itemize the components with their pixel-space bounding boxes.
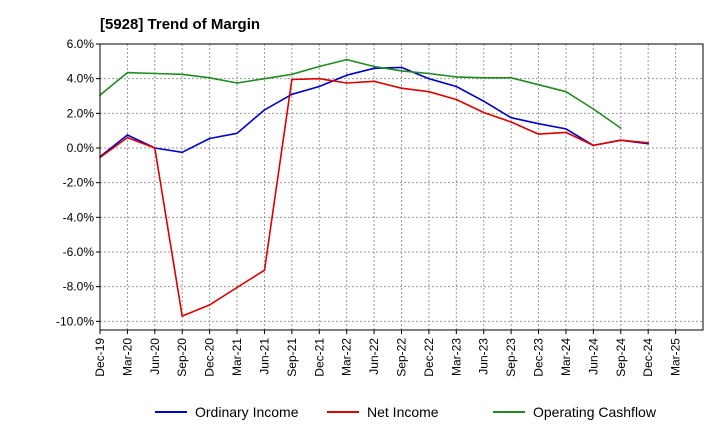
x-tick-label: Dec-21	[312, 338, 326, 377]
x-tick-label: Jun-20	[148, 338, 162, 375]
data-point-operating-cashflow	[565, 90, 567, 93]
series-line-operating-cashflow	[99, 58, 622, 129]
y-tick-label: 0.0%	[67, 141, 95, 155]
data-point-ordinary-income	[400, 66, 403, 69]
x-tick-label: Mar-23	[449, 338, 463, 376]
data-point-operating-cashflow	[291, 73, 293, 76]
data-point-net-income	[400, 87, 403, 89]
data-point-ordinary-income	[537, 122, 540, 125]
legend-label-net-income: Net Income	[367, 404, 439, 420]
x-tick-label: Sep-21	[285, 338, 299, 377]
data-point-net-income	[126, 136, 129, 139]
x-tick-label: Dec-24	[641, 338, 655, 377]
x-tick-label: Mar-22	[340, 338, 354, 376]
data-point-operating-cashflow	[482, 77, 485, 79]
series-lines	[99, 58, 649, 317]
data-point-net-income	[482, 111, 485, 114]
x-tick-label: Dec-22	[422, 338, 436, 377]
data-point-operating-cashflow	[373, 65, 375, 68]
data-point-ordinary-income	[565, 128, 567, 130]
x-tick-label: Dec-20	[203, 338, 217, 377]
data-point-ordinary-income	[126, 134, 129, 136]
data-point-net-income	[619, 139, 622, 141]
legend-label-operating-cashflow: Operating Cashflow	[533, 404, 657, 420]
x-tick-label: Sep-20	[175, 338, 189, 377]
x-tick-label: Jun-21	[257, 338, 271, 375]
data-point-net-income	[592, 144, 595, 147]
data-point-net-income	[208, 304, 211, 306]
data-point-ordinary-income	[291, 93, 293, 96]
data-point-net-income	[373, 80, 375, 83]
data-point-operating-cashflow	[181, 73, 184, 76]
x-tick-label: Dec-23	[532, 338, 546, 377]
data-point-net-income	[537, 133, 540, 135]
data-point-net-income	[263, 269, 266, 272]
data-point-operating-cashflow	[455, 76, 458, 78]
legend: Ordinary Income Net Income Operating Cashf…	[155, 404, 657, 420]
data-point-operating-cashflow	[126, 71, 129, 74]
data-point-ordinary-income	[482, 100, 485, 102]
data-point-operating-cashflow	[510, 77, 512, 79]
data-point-operating-cashflow	[537, 83, 540, 86]
chart-title: [5928] Trend of Margin	[100, 16, 261, 33]
data-point-net-income	[345, 82, 348, 84]
data-point-operating-cashflow	[592, 108, 595, 110]
data-point-ordinary-income	[208, 137, 211, 140]
y-tick-label: 6.0%	[67, 37, 95, 51]
data-point-operating-cashflow	[154, 72, 156, 75]
plot-background	[100, 44, 703, 330]
x-tick-label: Jun-24	[586, 338, 600, 375]
data-point-ordinary-income	[510, 116, 512, 119]
data-point-ordinary-income	[318, 85, 321, 88]
data-point-operating-cashflow	[345, 58, 348, 61]
data-point-ordinary-income	[428, 77, 430, 80]
x-axis: Dec-19 Mar-20 Jun-20 Sep-20 Dec-20 Mar-21 Jun-…	[93, 330, 683, 377]
data-point-net-income	[455, 98, 458, 101]
y-axis: 6.0% 4.0% 2.0% 0.0% -2.0% -4.0% -6.0% -8.0% -10.…	[56, 37, 100, 328]
data-point-net-income	[318, 77, 321, 80]
data-point-operating-cashflow	[208, 77, 211, 79]
legend-label-ordinary-income: Ordinary Income	[195, 404, 299, 420]
data-point-ordinary-income	[455, 85, 458, 88]
y-tick-label: 4.0%	[67, 72, 95, 86]
data-point-ordinary-income	[345, 74, 348, 76]
data-point-ordinary-income	[181, 151, 184, 154]
data-point-net-income	[154, 147, 156, 149]
y-tick-label: -4.0%	[63, 210, 95, 224]
x-tick-label: Mar-25	[669, 338, 683, 376]
data-point-net-income	[647, 142, 649, 144]
data-point-operating-cashflow	[619, 127, 622, 129]
x-tick-label: Mar-21	[230, 338, 244, 376]
data-point-operating-cashflow	[236, 82, 238, 84]
y-tick-label: -2.0%	[63, 176, 95, 190]
y-tick-label: -10.0%	[56, 314, 94, 328]
x-tick-label: Jun-22	[367, 338, 381, 375]
data-point-operating-cashflow	[263, 77, 266, 80]
data-point-net-income	[565, 131, 567, 134]
x-tick-label: Dec-19	[93, 338, 107, 377]
y-tick-label: -6.0%	[63, 245, 95, 259]
x-tick-label: Sep-24	[614, 338, 628, 377]
data-point-ordinary-income	[373, 67, 375, 70]
data-point-operating-cashflow	[318, 65, 321, 68]
x-tick-label: Mar-24	[559, 338, 573, 376]
data-point-net-income	[291, 78, 293, 81]
data-point-ordinary-income	[263, 109, 266, 111]
y-tick-label: 2.0%	[67, 106, 95, 120]
data-point-net-income	[181, 315, 184, 317]
x-tick-label: Sep-22	[395, 338, 409, 377]
x-tick-label: Jun-23	[477, 338, 491, 375]
x-tick-label: Sep-23	[504, 338, 518, 377]
data-point-net-income	[428, 90, 430, 93]
data-point-net-income	[236, 286, 238, 289]
data-point-ordinary-income	[236, 132, 238, 135]
data-point-net-income	[510, 121, 512, 123]
data-point-operating-cashflow	[428, 72, 430, 75]
y-tick-label: -8.0%	[63, 280, 95, 294]
data-point-operating-cashflow	[400, 70, 403, 72]
x-tick-label: Mar-20	[120, 338, 134, 376]
